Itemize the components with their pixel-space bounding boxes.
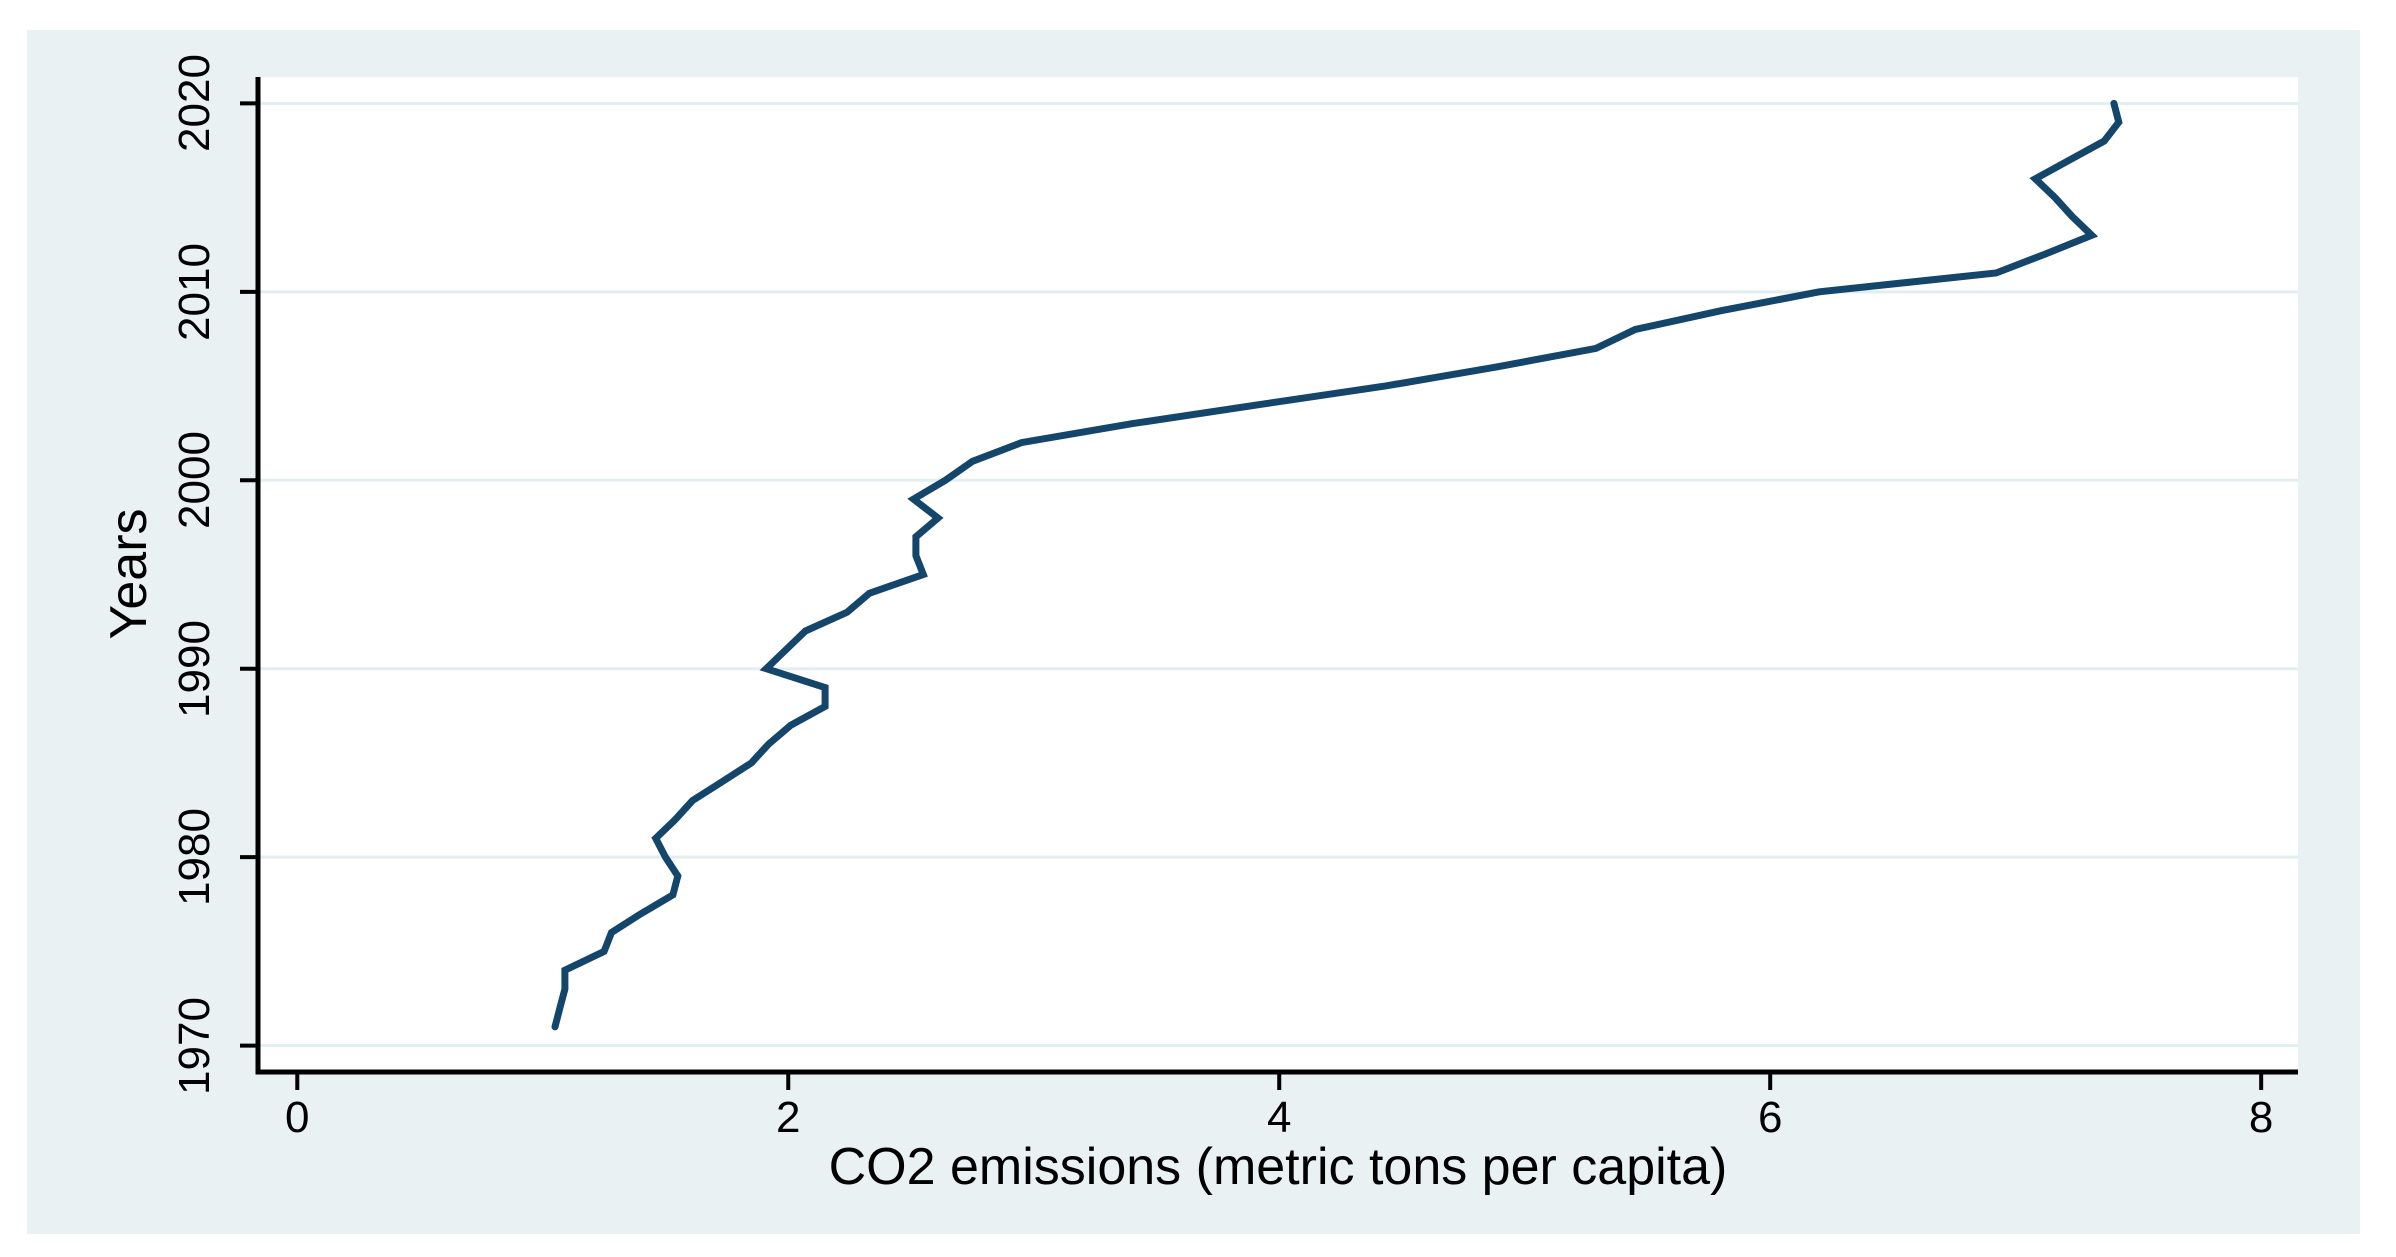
y-tick-label: 1990 <box>170 619 219 718</box>
y-tick-label: 1970 <box>170 996 219 1095</box>
x-tick-label: 2 <box>776 1093 801 1142</box>
x-axis-title: CO2 emissions (metric tons per capita) <box>828 1138 1728 1196</box>
y-tick-label: 2010 <box>170 242 219 341</box>
y-axis-title: Years <box>100 508 159 640</box>
y-tick-label: 1980 <box>170 808 219 907</box>
x-tick-label: 8 <box>2248 1093 2274 1142</box>
y-tick-label: 2000 <box>170 431 219 530</box>
x-tick-label: 0 <box>285 1093 310 1142</box>
plot-area <box>258 77 2298 1072</box>
x-tick-label: 4 <box>1266 1093 1292 1142</box>
y-tick-label: 2020 <box>170 54 219 153</box>
x-tick-label: 6 <box>1757 1093 1783 1142</box>
